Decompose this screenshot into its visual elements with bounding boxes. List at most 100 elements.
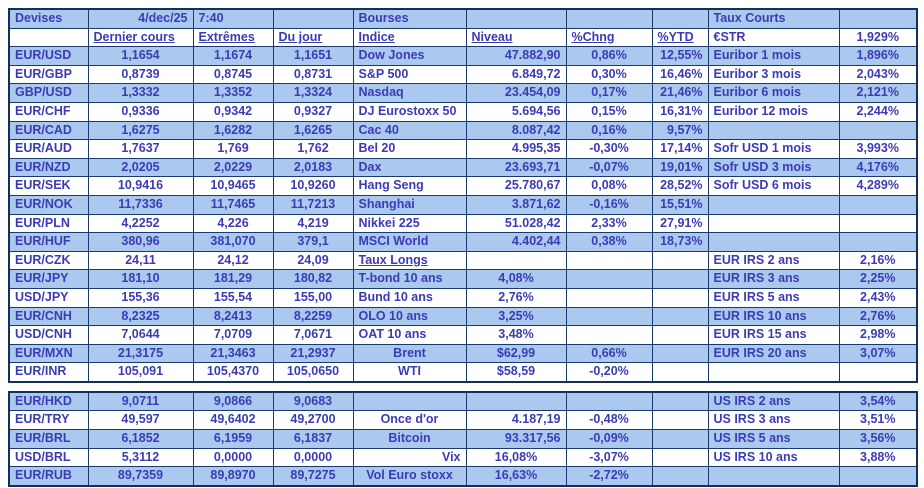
index-level: 3,48% — [465, 325, 567, 345]
rate-name: Sofr USD 1 mois — [707, 139, 840, 159]
fx-extremes: 89,8970 — [192, 466, 274, 487]
rate-name: Euribor 6 mois — [707, 83, 840, 103]
fx-extremes: 381,070 — [192, 232, 274, 252]
index-chng — [565, 269, 653, 289]
data-row: EUR/INR 105,091 105,4370 105,0650 WTI $58,59-… — [8, 362, 918, 383]
index-level: 23.454,09 — [465, 83, 567, 103]
data-row: GBP/USD 1,3332 1,3352 1,3324 Nasdaq 23.454,09… — [8, 83, 918, 103]
index-level: $58,59 — [465, 362, 567, 383]
index-ytd: 12,55% — [651, 46, 709, 66]
data-row: EUR/CHF 0,9336 0,9342 0,9327 DJ Eurostoxx 50… — [8, 101, 918, 122]
rate-value: 3,54% — [838, 391, 918, 412]
rate-name: €STR — [707, 27, 840, 48]
data-row: EUR/RUB 89,7359 89,8970 89,7275 Vol Euro sto… — [8, 466, 918, 487]
data-row: EUR/SEK 10,9416 10,9465 10,9260 Hang Seng 25.… — [8, 176, 918, 196]
index-chng: -0,20% — [565, 362, 653, 383]
rate-name: US IRS 5 ans — [707, 429, 840, 449]
fx-extremes: 9,0866 — [192, 391, 274, 412]
data-row: EUR/USD 1,1654 1,1674 1,1651 Dow Jones 47.882… — [8, 46, 918, 66]
fx-extremes: 21,3463 — [192, 343, 274, 364]
index-chng: 0,15% — [565, 101, 653, 122]
index-ytd — [651, 269, 709, 289]
index-name: Cac 40 — [352, 120, 467, 141]
fx-pair: EUR/BRL — [8, 429, 89, 449]
index-level: 3,25% — [465, 306, 567, 327]
index-ytd: 16,31% — [651, 101, 709, 122]
fx-pair: USD/CNH — [8, 325, 89, 345]
rates-table-main: Devises 4/dec/25 7:40 Bourses Taux Court… — [8, 8, 918, 383]
rate-name: EUR IRS 20 ans — [707, 343, 840, 364]
fx-dujour: 10,9260 — [272, 176, 354, 196]
rate-name — [707, 213, 840, 234]
fx-pair: EUR/NOK — [8, 194, 89, 215]
devises-title: Devises — [8, 8, 89, 29]
data-row: EUR/AUD 1,7637 1,769 1,762 Bel 20 4.995,35 -0,… — [8, 139, 918, 159]
fx-last: 105,091 — [87, 362, 194, 383]
fx-dujour: 1,762 — [272, 139, 354, 159]
data-row: EUR/NOK 11,7336 11,7465 11,7213 Shanghai 3.87… — [8, 194, 918, 215]
rate-value: 3,88% — [838, 447, 918, 468]
empty-cell — [565, 8, 653, 29]
rate-value: 2,43% — [838, 287, 918, 308]
rate-value — [838, 120, 918, 141]
rate-name — [707, 232, 840, 252]
index-chng — [565, 391, 653, 412]
index-ytd: 28,52% — [651, 176, 709, 196]
fx-pair: EUR/HUF — [8, 232, 89, 252]
index-level: 23.693,71 — [465, 157, 567, 178]
rate-value — [838, 232, 918, 252]
index-name — [352, 391, 467, 412]
fx-last: 1,6275 — [87, 120, 194, 141]
index-level: 3.871,62 — [465, 194, 567, 215]
rate-name: Sofr USD 3 mois — [707, 157, 840, 178]
index-ytd — [651, 287, 709, 308]
index-name: Dax — [352, 157, 467, 178]
fx-dujour: 89,7275 — [272, 466, 354, 487]
index-level: 8.087,42 — [465, 120, 567, 141]
fx-dujour: 7,0671 — [272, 325, 354, 345]
col-header-ytd: %YTD — [651, 27, 709, 48]
rate-value: 2,76% — [838, 306, 918, 327]
rate-name — [707, 466, 840, 487]
fx-extremes: 0,0000 — [192, 447, 274, 468]
bourses-title: Bourses — [352, 8, 467, 29]
col-header-dernier-cours: Dernier cours — [87, 27, 194, 48]
col-header-niveau: Niveau — [465, 27, 567, 48]
rate-value — [838, 466, 918, 487]
rate-value — [838, 213, 918, 234]
fx-extremes: 8,2413 — [192, 306, 274, 327]
fx-extremes: 1,769 — [192, 139, 274, 159]
rates-table-bottom: EUR/HKD 9,0711 9,0866 9,0683 US IRS 2 ans 3,5… — [8, 390, 918, 487]
fx-last: 0,8739 — [87, 64, 194, 85]
fx-extremes: 24,12 — [192, 250, 274, 271]
fx-dujour: 0,8731 — [272, 64, 354, 85]
index-ytd: 15,51% — [651, 194, 709, 215]
rate-name: US IRS 3 ans — [707, 410, 840, 431]
index-ytd — [651, 325, 709, 345]
index-name: Bel 20 — [352, 139, 467, 159]
index-ytd — [651, 429, 709, 449]
index-ytd — [651, 306, 709, 327]
fx-pair: EUR/PLN — [8, 213, 89, 234]
fx-dujour: 4,219 — [272, 213, 354, 234]
data-row: USD/BRL 5,3112 0,0000 0,0000 Vix 16,08% -3,07%… — [8, 447, 918, 468]
data-row: EUR/CAD 1,6275 1,6282 1,6265 Cac 40 8.087,42 0… — [8, 120, 918, 141]
index-chng: -0,09% — [565, 429, 653, 449]
rate-name — [707, 120, 840, 141]
data-row: EUR/CNH 8,2325 8,2413 8,2259 OLO 10 ans 3,25%… — [8, 306, 918, 327]
fx-dujour: 1,1651 — [272, 46, 354, 66]
title-row: Devises 4/dec/25 7:40 Bourses Taux Court… — [8, 8, 918, 29]
index-ytd: 19,01% — [651, 157, 709, 178]
fx-pair: USD/BRL — [8, 447, 89, 468]
rate-value: 2,25% — [838, 269, 918, 289]
fx-last: 24,11 — [87, 250, 194, 271]
index-ytd: 17,14% — [651, 139, 709, 159]
rate-value: 2,121% — [838, 83, 918, 103]
index-name: Vix — [352, 447, 467, 468]
fx-dujour: 9,0683 — [272, 391, 354, 412]
fx-pair: EUR/MXN — [8, 343, 89, 364]
index-chng: -0,30% — [565, 139, 653, 159]
data-row: EUR/TRY 49,597 49,6402 49,2700 Once d'or 4.18… — [8, 410, 918, 431]
fx-last: 5,3112 — [87, 447, 194, 468]
fx-last: 0,9336 — [87, 101, 194, 122]
